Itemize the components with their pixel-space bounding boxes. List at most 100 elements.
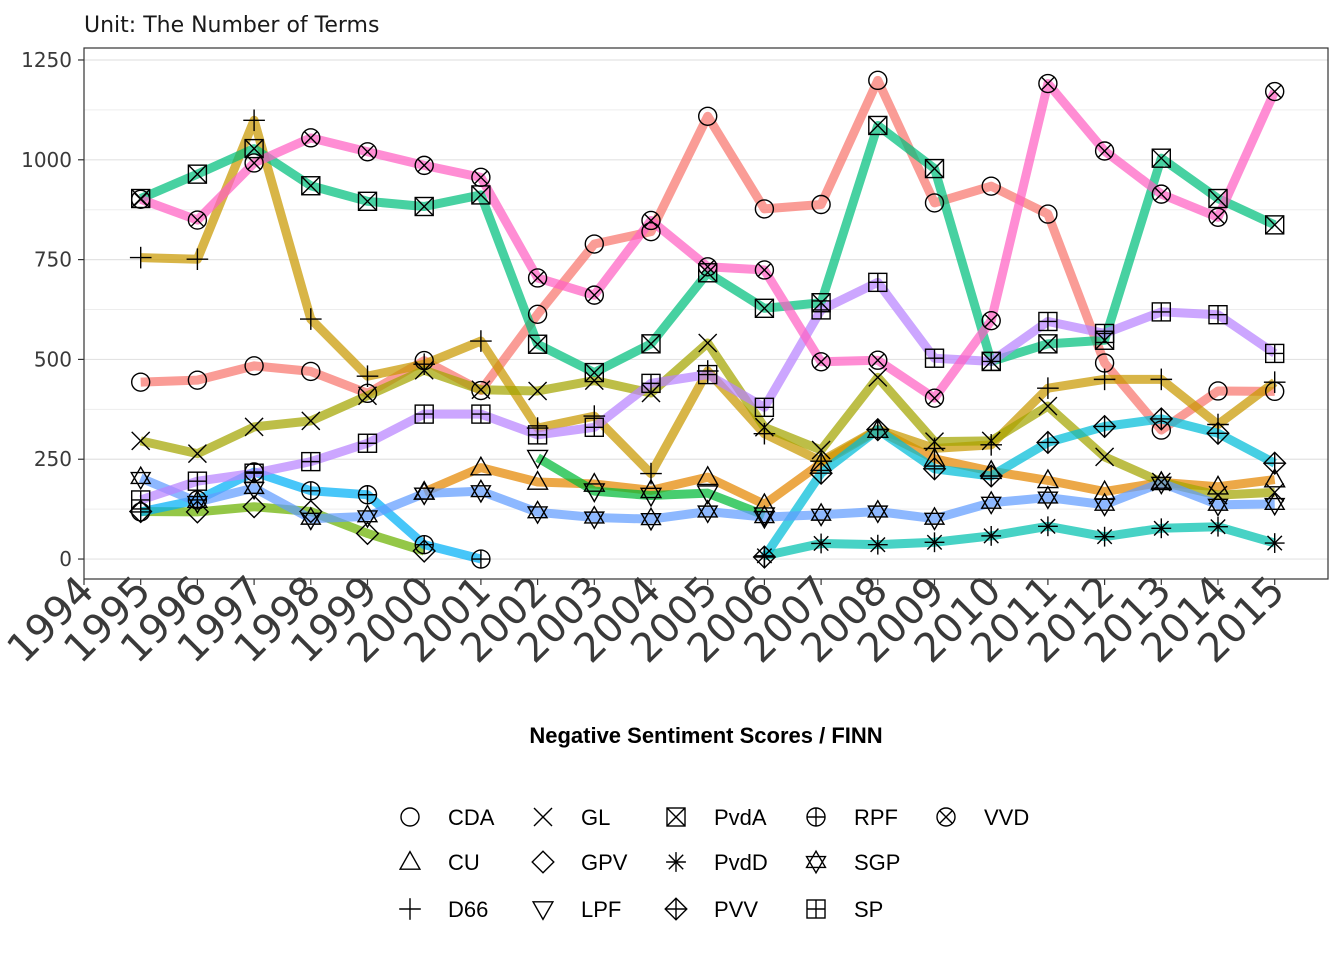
data-point-pvda	[244, 138, 264, 159]
data-point-cda	[187, 370, 208, 390]
legend-label: VVD	[984, 805, 1029, 830]
data-point-vvd	[584, 285, 604, 305]
data-point-pvv	[1262, 451, 1287, 476]
data-point-sgp	[1037, 485, 1059, 510]
data-point-rpf	[471, 549, 491, 569]
data-point-vvd	[1264, 81, 1285, 102]
data-point-gl	[698, 333, 718, 353]
data-point-pvdd	[1264, 533, 1285, 553]
data-point-pvv	[979, 464, 1003, 488]
data-point-pvda	[641, 334, 661, 354]
data-point-vvd	[471, 167, 491, 188]
data-point-vvd	[811, 352, 831, 372]
data-point-cda	[527, 304, 548, 324]
legend-item-pvv: PVV	[664, 897, 758, 922]
data-point-gpv	[412, 539, 436, 563]
data-point-pvdd	[924, 532, 945, 553]
data-point-pvda	[301, 176, 321, 196]
data-point-sp	[1264, 343, 1285, 364]
legend: CDA CU D66 GL GPV LPF PvdA PvdD PVV RPF SGP SP VVD	[398, 805, 1029, 922]
data-point-lpf	[526, 449, 549, 470]
legend-label: GPV	[581, 850, 628, 875]
y-tick-label: 250	[34, 447, 72, 471]
data-point-vvd	[1151, 184, 1172, 204]
legend-label: CU	[448, 850, 480, 875]
data-point-sp	[471, 404, 491, 424]
data-point-cda	[130, 372, 151, 392]
data-point-pvdd	[1038, 516, 1058, 537]
data-point-sgp	[470, 478, 492, 504]
legend-label: GL	[581, 805, 610, 830]
data-point-sp	[130, 490, 151, 510]
data-point-cda	[584, 234, 604, 254]
data-point-vvd	[924, 388, 945, 408]
data-point-pvv	[1206, 421, 1230, 446]
y-tick-label: 500	[34, 347, 72, 371]
data-point-sgp	[810, 502, 832, 527]
data-point-sgp	[130, 465, 152, 491]
data-point-sp	[811, 300, 831, 320]
data-point-cu	[1263, 467, 1286, 488]
data-point-vvd	[1094, 141, 1115, 161]
data-point-gl	[131, 431, 151, 451]
x-axis: 1994199519961997199819992000200120022003…	[0, 568, 1294, 673]
data-point-sp	[641, 373, 661, 394]
data-point-pvdd	[1094, 526, 1115, 547]
data-point-sgp	[186, 489, 209, 515]
data-point-cda	[754, 199, 775, 219]
data-point-sgp	[923, 506, 946, 531]
data-point-pvdd	[867, 534, 888, 555]
data-point-cda	[301, 361, 321, 382]
legend-key	[400, 807, 420, 827]
data-point-gl	[187, 444, 207, 464]
data-point-sgp	[1093, 492, 1116, 517]
data-point-gl	[868, 367, 888, 387]
data-point-gl	[471, 380, 491, 400]
data-point-sgp	[753, 504, 776, 530]
legend-key	[398, 850, 422, 870]
series-line-lpf	[535, 453, 767, 520]
data-point-d66	[1263, 371, 1286, 393]
data-point-sgp	[867, 499, 889, 524]
series-line-pvv	[760, 414, 1277, 560]
data-point-cda	[244, 356, 264, 376]
data-point-pvda	[357, 191, 378, 212]
data-point-vvd	[357, 142, 378, 162]
data-point-gl	[244, 417, 264, 437]
data-point-sp	[924, 348, 945, 368]
data-point-gl	[358, 386, 377, 406]
data-point-vvd	[244, 153, 264, 173]
data-point-lpf	[753, 507, 776, 527]
legend-key	[936, 807, 956, 827]
data-point-sp	[1094, 323, 1115, 344]
data-point-pvdd	[981, 525, 1002, 546]
data-point-pvda	[414, 196, 434, 217]
data-point-d66	[1093, 368, 1116, 391]
data-point-pvda	[187, 164, 208, 184]
data-point-cda	[981, 176, 1001, 196]
data-point-rpf	[357, 485, 378, 505]
data-point-cda	[471, 380, 491, 401]
data-point-sp	[868, 272, 888, 293]
data-point-d66	[640, 462, 662, 485]
data-point-pvda	[1151, 148, 1172, 168]
data-point-pvda	[924, 158, 945, 179]
data-point-cda	[924, 193, 945, 213]
series-line-sgp	[138, 473, 1275, 524]
data-point-gl	[1038, 396, 1058, 416]
data-point-d66	[980, 434, 1002, 456]
legend-item-gl: GL	[533, 805, 610, 830]
data-point-cda	[641, 221, 661, 242]
legend-item-sgp: SGP	[805, 849, 900, 875]
data-point-gl	[414, 360, 434, 380]
data-point-vvd	[868, 350, 888, 370]
data-point-gl	[1095, 447, 1115, 467]
data-point-vvd	[301, 128, 321, 148]
data-point-pvdd	[811, 533, 831, 554]
data-point-sp	[698, 364, 718, 385]
data-point-sp	[1151, 302, 1172, 322]
data-point-gpv	[185, 500, 210, 524]
data-point-vvd	[187, 210, 208, 230]
data-point-gl	[754, 417, 774, 437]
data-point-sp	[1038, 311, 1058, 332]
